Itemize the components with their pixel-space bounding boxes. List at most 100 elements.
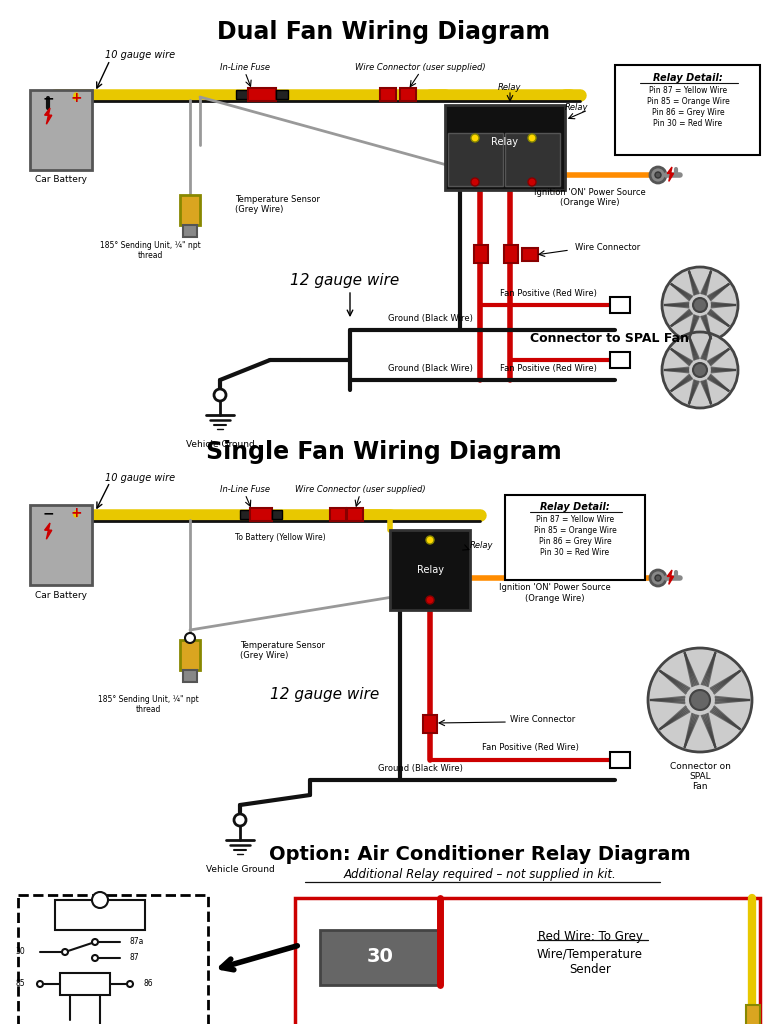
Text: Additional Relay required – not supplied in kit.: Additional Relay required – not supplied…	[343, 868, 617, 881]
Text: 86: 86	[143, 980, 153, 988]
Text: thread: thread	[137, 251, 163, 259]
Circle shape	[214, 389, 226, 401]
Bar	[400, 88, 416, 101]
Circle shape	[655, 172, 661, 178]
Bar	[474, 245, 488, 263]
Bar	[330, 508, 346, 521]
Circle shape	[234, 814, 246, 826]
Text: 12 gauge wire: 12 gauge wire	[290, 272, 399, 288]
Circle shape	[185, 633, 195, 643]
Text: (Orange Wire): (Orange Wire)	[525, 594, 584, 603]
Text: Single Fan Wiring Diagram: Single Fan Wiring Diagram	[206, 440, 562, 464]
Text: Vehicle Ground: Vehicle Ground	[186, 440, 254, 449]
Circle shape	[648, 648, 752, 752]
Circle shape	[528, 178, 536, 186]
Bar	[746, 1005, 760, 1024]
Bar	[236, 90, 248, 99]
Text: Pin 86 = Grey Wire: Pin 86 = Grey Wire	[538, 537, 611, 546]
Circle shape	[426, 536, 434, 544]
Text: Car Battery: Car Battery	[35, 591, 87, 599]
Text: Fan Positive (Red Wire): Fan Positive (Red Wire)	[499, 289, 597, 298]
Bar	[610, 752, 630, 768]
Bar	[180, 195, 200, 225]
Text: Fan Positive (Red Wire): Fan Positive (Red Wire)	[482, 743, 578, 752]
Text: Temperature Sensor: Temperature Sensor	[240, 640, 325, 649]
Text: (Grey Wire): (Grey Wire)	[240, 650, 288, 659]
Text: (Orange Wire): (Orange Wire)	[560, 198, 620, 207]
Circle shape	[690, 690, 710, 710]
Text: Pin 85 = Orange Wire: Pin 85 = Orange Wire	[647, 97, 730, 106]
Circle shape	[528, 134, 536, 142]
Text: Pin 30 = Red Wire: Pin 30 = Red Wire	[654, 119, 723, 128]
Bar	[380, 88, 396, 101]
Text: Ground (Black Wire): Ground (Black Wire)	[378, 764, 462, 773]
Bar	[180, 640, 200, 670]
Text: Ignition 'ON' Power Source: Ignition 'ON' Power Source	[534, 188, 646, 197]
Bar	[445, 105, 565, 190]
Bar	[522, 248, 538, 261]
Bar	[390, 530, 470, 610]
Circle shape	[426, 596, 434, 604]
Text: 10 gauge wire: 10 gauge wire	[105, 50, 175, 60]
Text: Pin 30 = Red Wire: Pin 30 = Red Wire	[541, 548, 610, 557]
Text: Wire/Temperature: Wire/Temperature	[537, 948, 643, 961]
Text: Relay: Relay	[492, 137, 518, 147]
Text: Relay Detail:: Relay Detail:	[540, 502, 610, 512]
Text: thread: thread	[135, 706, 161, 715]
Text: Wire Connector (user supplied): Wire Connector (user supplied)	[295, 485, 425, 495]
Circle shape	[62, 949, 68, 955]
Bar	[248, 88, 276, 101]
Circle shape	[92, 939, 98, 945]
Bar	[610, 352, 630, 368]
Text: To Battery (Yellow Wire): To Battery (Yellow Wire)	[235, 534, 326, 542]
Bar	[423, 715, 437, 733]
Text: 185° Sending Unit, ¼" npt: 185° Sending Unit, ¼" npt	[98, 695, 198, 705]
Text: Pin 85 = Orange Wire: Pin 85 = Orange Wire	[534, 526, 617, 535]
Text: Red Wire: To Grey: Red Wire: To Grey	[538, 930, 643, 943]
Bar	[183, 670, 197, 682]
Text: +: +	[70, 91, 82, 105]
Bar	[55, 900, 145, 930]
Bar	[347, 508, 363, 521]
Text: Fan: Fan	[692, 782, 708, 791]
Circle shape	[655, 575, 661, 581]
Text: Sender: Sender	[569, 963, 611, 976]
Bar	[505, 495, 645, 580]
Text: 87: 87	[130, 953, 140, 963]
Circle shape	[92, 955, 98, 961]
Text: Option: Air Conditioner Relay Diagram: Option: Air Conditioner Relay Diagram	[270, 845, 690, 864]
Bar	[60, 973, 110, 995]
Bar	[30, 505, 92, 585]
Text: Vehicle Ground: Vehicle Ground	[206, 865, 274, 874]
Text: 87a: 87a	[130, 938, 144, 946]
Text: Relay: Relay	[498, 83, 521, 91]
Bar	[505, 133, 560, 186]
Text: Temperature Sensor: Temperature Sensor	[235, 196, 320, 205]
Circle shape	[471, 178, 479, 186]
Bar	[183, 225, 197, 237]
Text: Pin 87 = Yellow Wire: Pin 87 = Yellow Wire	[536, 515, 614, 524]
Text: Car Battery: Car Battery	[35, 175, 87, 184]
Circle shape	[37, 981, 43, 987]
Text: Connector on: Connector on	[670, 762, 730, 771]
Text: Fan Positive (Red Wire): Fan Positive (Red Wire)	[499, 364, 597, 373]
Polygon shape	[45, 523, 51, 540]
Bar	[610, 297, 630, 313]
Text: Pin 87 = Yellow Wire: Pin 87 = Yellow Wire	[649, 86, 727, 95]
Text: Dual Fan Wiring Diagram: Dual Fan Wiring Diagram	[217, 20, 551, 44]
Bar	[615, 65, 760, 155]
Text: SPAL: SPAL	[689, 772, 711, 781]
Text: 85: 85	[15, 980, 25, 988]
Bar	[320, 930, 440, 985]
Text: In-Line Fuse: In-Line Fuse	[220, 63, 270, 73]
Text: 12 gauge wire: 12 gauge wire	[270, 687, 379, 702]
FancyBboxPatch shape	[18, 895, 208, 1024]
Bar	[448, 133, 503, 186]
Text: −: −	[42, 91, 54, 105]
Bar	[295, 898, 760, 1024]
Text: +: +	[70, 506, 82, 520]
Text: Ground (Black Wire): Ground (Black Wire)	[388, 364, 472, 373]
Bar	[276, 90, 288, 99]
Circle shape	[650, 570, 666, 586]
Circle shape	[92, 892, 108, 908]
